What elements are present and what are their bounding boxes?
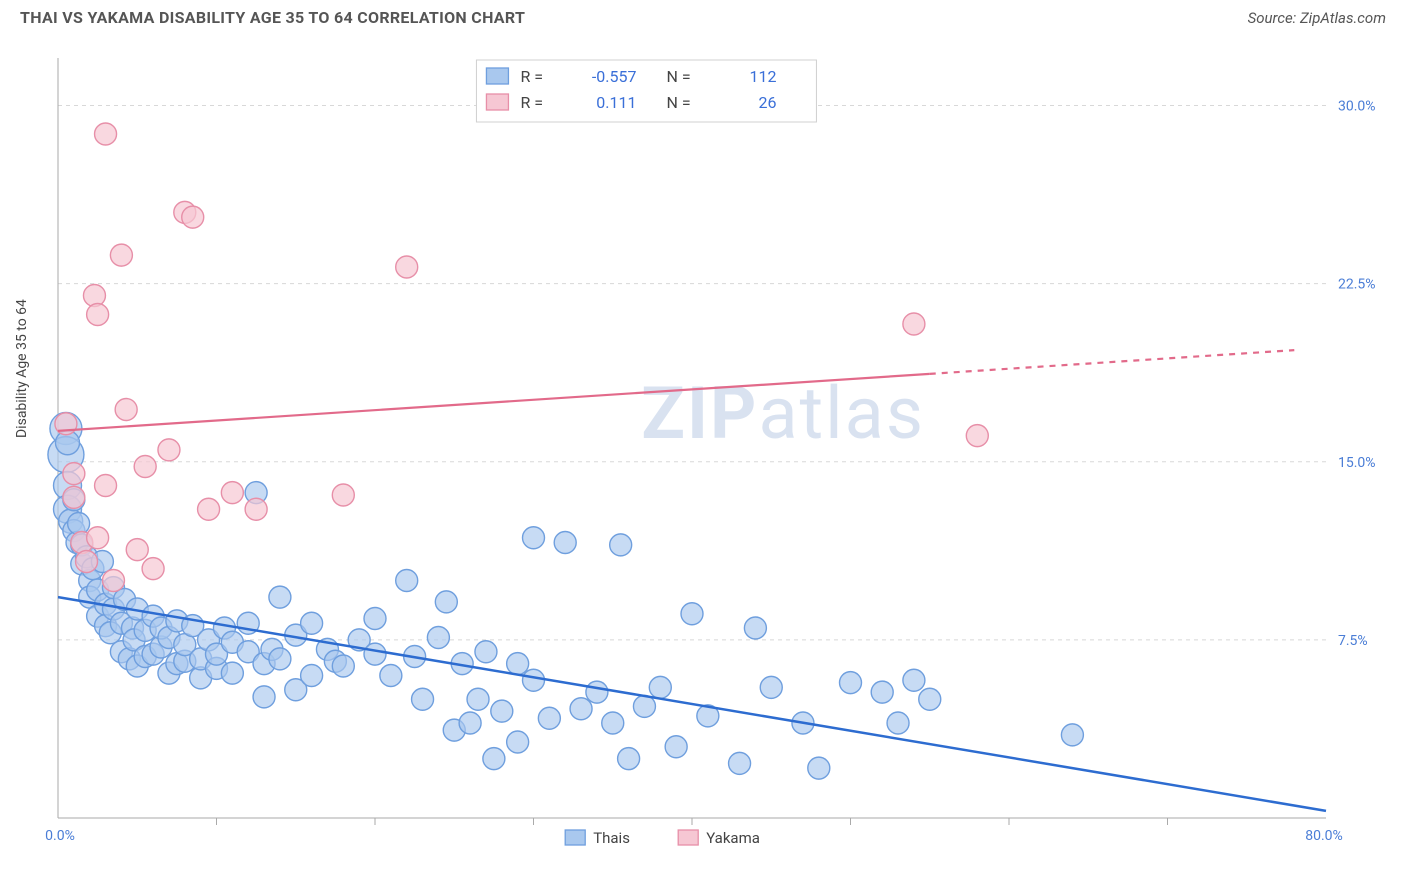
y-axis-label: Disability Age 35 to 64 — [14, 299, 30, 438]
scatter-chart: 7.5%15.0%22.5%30.0%0.0%80.0%ZIPatlasR =-… — [20, 38, 1386, 874]
svg-text:R =: R = — [520, 93, 543, 112]
svg-text:112: 112 — [749, 67, 776, 86]
svg-text:Thais: Thais — [593, 829, 630, 847]
chart-title: THAI VS YAKAMA DISABILITY AGE 35 TO 64 C… — [20, 8, 525, 27]
svg-text:N =: N = — [666, 93, 690, 112]
svg-text:R =: R = — [520, 67, 543, 86]
svg-text:22.5%: 22.5% — [1338, 277, 1376, 293]
chart-source: Source: ZipAtlas.com — [1248, 9, 1386, 27]
svg-text:80.0%: 80.0% — [1305, 828, 1343, 844]
svg-text:7.5%: 7.5% — [1338, 633, 1368, 649]
svg-text:26: 26 — [758, 93, 776, 112]
chart-container: Disability Age 35 to 64 7.5%15.0%22.5%30… — [20, 38, 1386, 874]
svg-text:15.0%: 15.0% — [1338, 455, 1376, 471]
svg-text:N =: N = — [666, 67, 690, 86]
svg-text:-0.557: -0.557 — [592, 67, 637, 86]
svg-text:0.111: 0.111 — [596, 93, 636, 112]
svg-text:30.0%: 30.0% — [1338, 99, 1376, 115]
svg-text:0.0%: 0.0% — [45, 828, 75, 844]
svg-text:Yakama: Yakama — [706, 829, 760, 847]
